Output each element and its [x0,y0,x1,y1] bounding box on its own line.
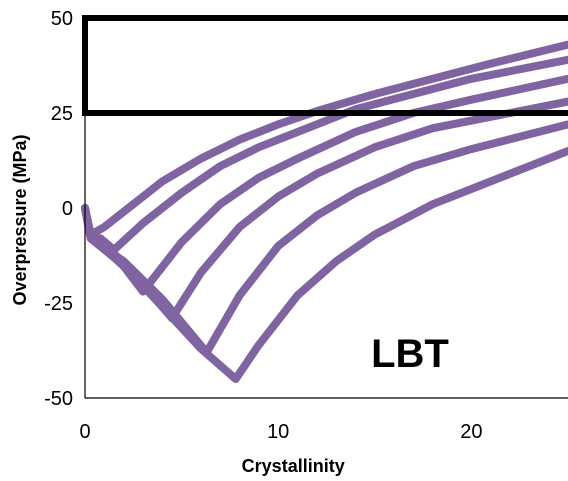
series-line-6 [81,147,568,383]
x-tick-label: 10 [267,421,289,443]
y-tick-label: 0 [62,198,73,220]
series-line-1 [81,40,568,239]
y-tick-label: -25 [44,293,73,315]
x-axis-title: Crystallinity [242,456,345,476]
series-line-2 [81,55,568,254]
series-line-5 [81,120,568,357]
reference-box [82,15,568,116]
y-tick-labels: 50 25 0 -25 -50 [44,8,73,410]
series-lines [81,40,568,383]
y-tick-label: 25 [51,103,73,125]
x-tick-label: 0 [79,421,90,443]
x-tick-labels: 0 10 20 [79,421,482,443]
x-tick-label: 20 [460,421,482,443]
y-tick-label: -50 [44,388,73,410]
y-axis-title: Overpressure (MPa) [10,134,30,305]
chart-annotation: LBT [371,332,449,376]
y-tick-label: 50 [51,8,73,30]
